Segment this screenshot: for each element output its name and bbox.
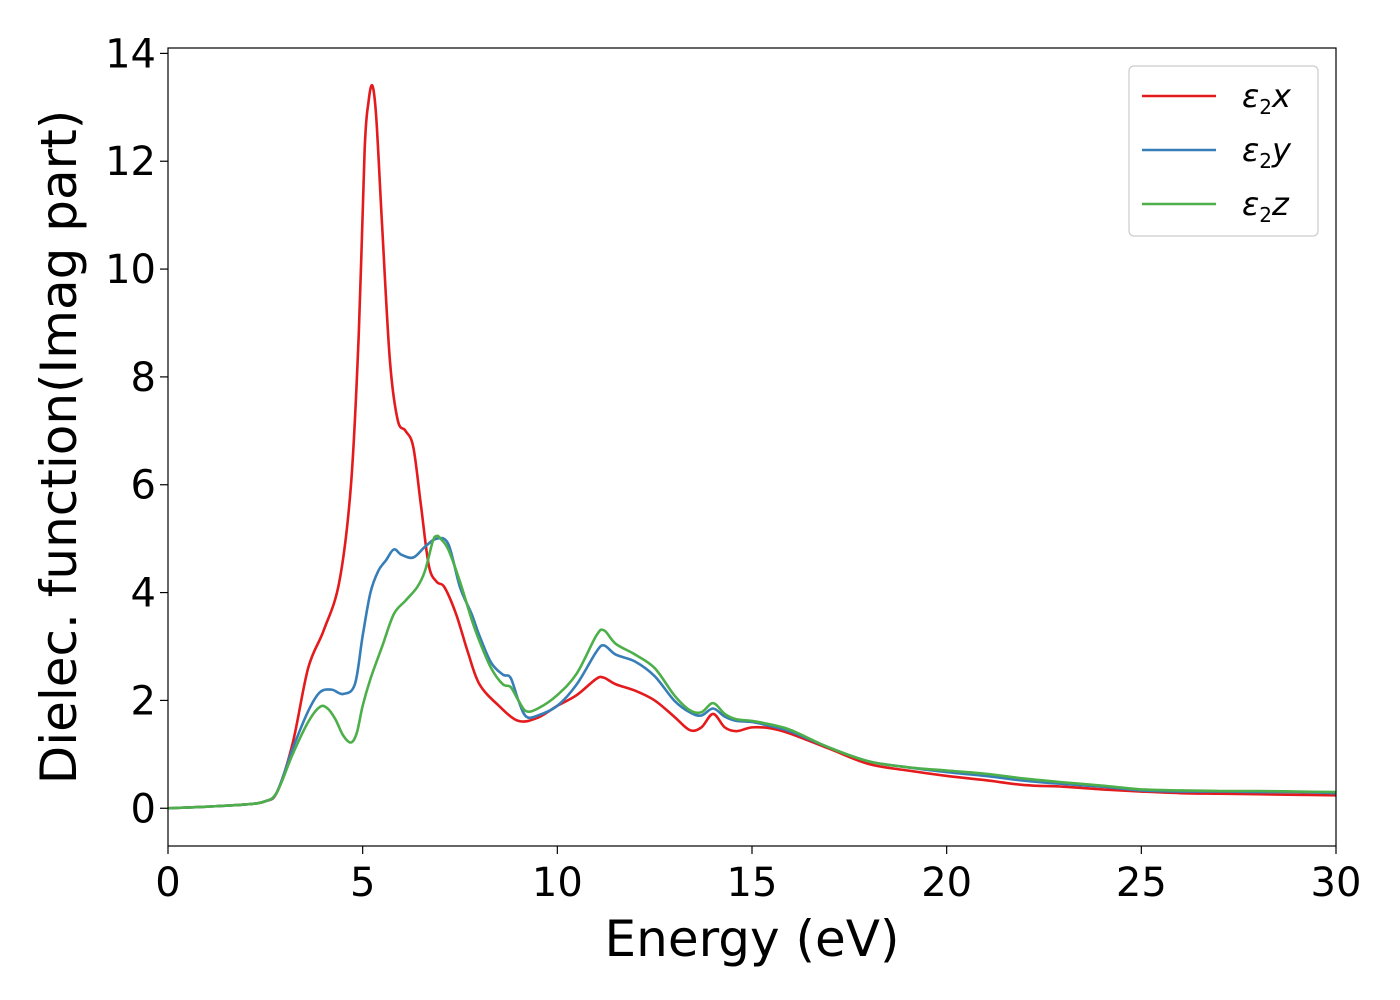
y-axis-label: Dielec. function(Imag part)	[30, 110, 88, 785]
x-tick-label: 15	[727, 860, 778, 906]
x-tick-label: 0	[155, 860, 180, 906]
series-line-x	[167, 83, 1337, 810]
legend: ε2x ε2y ε2z	[1128, 65, 1319, 237]
legend-label-x: ε2x	[1242, 77, 1292, 119]
x-tick-label: 5	[350, 860, 375, 906]
y-tick-label: 2	[131, 678, 156, 724]
x-tick-label: 20	[921, 860, 972, 906]
y-tick-label: 8	[131, 355, 156, 401]
legend-box	[1128, 65, 1319, 237]
y-tick-label: 12	[105, 139, 156, 185]
x-tick-label: 30	[1311, 860, 1362, 906]
y-tick-label: 10	[105, 247, 156, 293]
y-axis: 0 2 4 6 8 10 12 14	[105, 31, 168, 832]
series-layer	[167, 83, 1337, 810]
y-tick-label: 14	[105, 31, 156, 77]
legend-label-z: ε2z	[1242, 185, 1290, 227]
series-line-y	[167, 536, 1337, 810]
x-tick-label: 25	[1116, 860, 1167, 906]
legend-label-y: ε2y	[1242, 131, 1292, 173]
x-tick-label: 10	[532, 860, 583, 906]
y-tick-label: 6	[131, 463, 156, 509]
series-line-z	[167, 534, 1337, 810]
y-tick-label: 4	[131, 571, 156, 617]
x-axis: 0 5 10 15 20 25 30	[155, 846, 1361, 906]
y-tick-label: 0	[131, 786, 156, 832]
x-axis-label: Energy (eV)	[605, 910, 900, 968]
